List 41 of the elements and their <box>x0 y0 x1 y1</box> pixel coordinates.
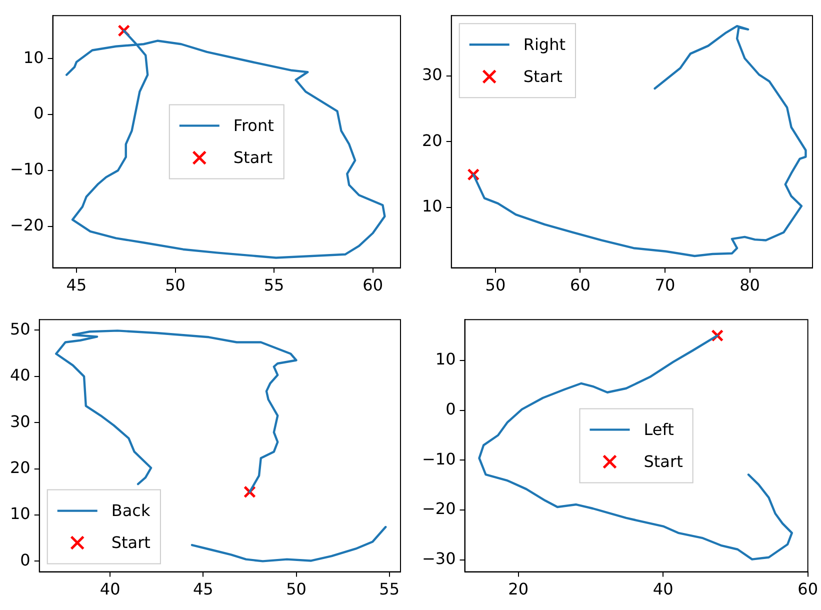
y-tick-label: 10 <box>10 504 30 524</box>
x-tick-label: 60 <box>798 580 818 599</box>
legend-label: Start <box>111 532 150 552</box>
legend-label: Front <box>233 116 274 135</box>
y-tick-label: 20 <box>10 458 30 477</box>
y-tick-label: −10 <box>10 160 44 179</box>
y-tick-label: 50 <box>10 319 30 338</box>
x-tick-label: 20 <box>508 580 528 599</box>
y-tick-label: 30 <box>10 412 30 431</box>
y-tick-label: 10 <box>435 350 456 369</box>
y-tick-label: −20 <box>422 499 456 518</box>
x-tick-label: 60 <box>570 276 590 295</box>
legend-label: Start <box>523 66 562 86</box>
legend-label: Start <box>233 148 272 167</box>
y-tick-label: 10 <box>23 48 44 67</box>
legend-label: Start <box>644 452 683 471</box>
x-tick-label: 40 <box>652 580 674 599</box>
x-tick-label: 50 <box>165 276 186 295</box>
y-tick-label: −10 <box>422 449 456 468</box>
legend-label: Left <box>644 420 674 439</box>
x-tick-label: 45 <box>192 580 214 599</box>
y-tick-label: 0 <box>34 104 44 123</box>
x-tick-label: 50 <box>485 276 506 295</box>
x-tick-label: 55 <box>379 580 400 599</box>
legend-label: Back <box>111 500 151 520</box>
x-tick-label: 40 <box>100 580 120 599</box>
y-tick-label: 40 <box>10 366 30 385</box>
y-tick-label: 0 <box>446 399 456 418</box>
x-tick-label: 70 <box>654 276 676 295</box>
x-tick-label: 60 <box>362 276 384 295</box>
legend-label: Right <box>523 34 566 54</box>
x-tick-label: 55 <box>264 276 284 295</box>
y-tick-label: 20 <box>422 130 442 150</box>
x-tick-label: 45 <box>66 276 87 295</box>
y-tick-label: 10 <box>422 196 442 216</box>
y-tick-label: −20 <box>10 216 44 235</box>
x-tick-label: 80 <box>740 276 760 295</box>
y-tick-label: 0 <box>20 550 30 570</box>
y-tick-label: 30 <box>422 65 442 84</box>
y-tick-label: −30 <box>422 548 456 568</box>
x-tick-label: 50 <box>286 580 306 599</box>
